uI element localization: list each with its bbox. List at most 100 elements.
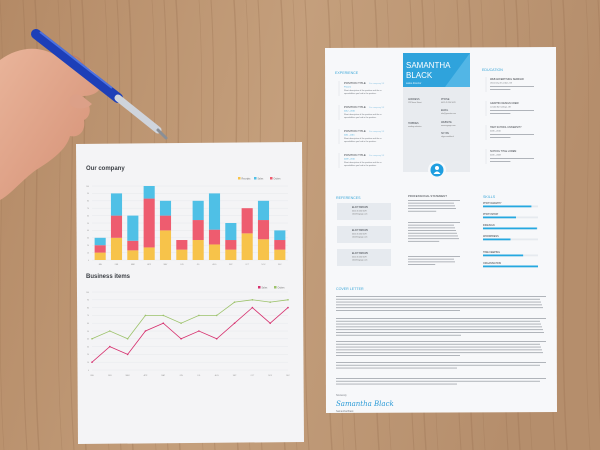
text-line (408, 261, 455, 263)
skill-bar (483, 254, 524, 257)
cover-letter-heading: COVER LETTER (336, 287, 364, 291)
pen-grip (114, 94, 162, 134)
contact-value: reading websites (408, 125, 422, 128)
x-tick-label: OCT (245, 264, 250, 266)
y-tick-label: 0 (88, 260, 89, 262)
legend-swatch (270, 177, 273, 180)
bar-sales (274, 230, 286, 241)
text-line (336, 332, 544, 333)
x-tick-label: APR (144, 374, 148, 377)
text-line (408, 232, 457, 234)
text-line (490, 158, 534, 159)
bar-receipts (127, 250, 139, 260)
contact-label: EMAIL (441, 109, 449, 112)
reference-phone: 0012 45 234 5678 (352, 211, 367, 213)
position-dates: 2011 - 2015 (344, 135, 355, 137)
text-line (336, 334, 461, 336)
text-line (336, 346, 541, 348)
position-title: POSITION TITLE (344, 105, 366, 109)
skill-name: TIME KEEPING (483, 251, 500, 254)
y-tick-label: 70 (87, 315, 89, 317)
bar-receipts (159, 230, 172, 260)
legend-label: Sales (258, 178, 265, 180)
pen-barrel (31, 29, 123, 103)
text-line (490, 113, 511, 114)
y-tick-label: 90 (87, 193, 89, 195)
y-tick-label: 80 (87, 201, 89, 203)
contact-value: www.mypage.com (441, 125, 456, 127)
reference-card (337, 203, 391, 220)
y-tick-label: 20 (87, 245, 89, 247)
point-orders (215, 314, 218, 317)
x-tick-label: NOV (268, 375, 273, 377)
bar-receipts (241, 233, 253, 260)
text-line (336, 307, 543, 309)
point-orders (269, 301, 271, 303)
y-tick-label: 50 (87, 223, 89, 225)
y-tick-label: 10 (87, 252, 89, 254)
y-tick-label: 70 (87, 208, 89, 210)
bar-receipts (257, 239, 270, 260)
skill-bar (483, 265, 538, 268)
contact-panel (403, 86, 470, 172)
legend-swatch (254, 177, 257, 180)
bar-receipts (110, 237, 123, 260)
text-line (408, 230, 456, 231)
point-sales (162, 322, 165, 325)
skill-bar (483, 216, 516, 219)
text-line (408, 256, 460, 257)
point-sales (251, 306, 254, 309)
position-title: POSITION TITLE (344, 153, 366, 157)
cover-letter-text (336, 296, 546, 385)
bar-orders (241, 208, 253, 234)
grain-line (0, 0, 5, 450)
grain-line (69, 0, 75, 450)
text-line (336, 367, 457, 369)
position-description-2: sponsibilities you had in the position. (344, 164, 377, 167)
bar-orders (192, 220, 204, 241)
x-tick-label: MAR (131, 263, 136, 266)
point-sales (126, 353, 129, 356)
text-line (408, 200, 460, 201)
avatar-body (433, 171, 441, 174)
avatar-head (435, 166, 439, 170)
text-line (408, 205, 455, 207)
position-description: Short description of the position and th… (344, 89, 382, 92)
reference-email: eliot@mypage.com (352, 259, 368, 262)
position-title: POSITION TITLE (344, 81, 366, 85)
grain-line (585, 0, 591, 450)
bar-sales (225, 223, 237, 241)
bar-receipts (143, 247, 155, 260)
education-title: SCHOOL TITLE LOREM (490, 150, 516, 153)
text-line (336, 355, 460, 356)
skill-name: INDESIGN (483, 224, 495, 227)
point-orders (109, 330, 111, 332)
bar-sales (192, 200, 204, 221)
bar-receipts (192, 240, 204, 260)
reference-card (337, 249, 391, 266)
skill-bar (483, 205, 532, 208)
position-company: Xxx company XX (369, 83, 385, 85)
y-tick-label: 50 (87, 331, 89, 333)
skills-heading: SKILLS (483, 195, 496, 199)
text-line (336, 383, 457, 385)
bar-receipts (208, 244, 221, 260)
position-description: Short description of the position and th… (344, 113, 382, 116)
text-line (336, 341, 546, 342)
legend-label: Sales (262, 287, 269, 289)
skill-name: WORDPRESS (483, 235, 499, 238)
text-line (336, 301, 541, 303)
position-company: Xxx company XX (369, 131, 385, 133)
point-sales (287, 306, 289, 309)
position-title: POSITION TITLE (344, 129, 366, 133)
position-description-2: sponsibilities you had in the position. (344, 92, 377, 95)
x-tick-label: JAN (90, 374, 94, 377)
bar-sales (159, 200, 172, 216)
finger (69, 94, 92, 109)
text-line (490, 134, 534, 135)
text-line (336, 343, 540, 345)
bar-sales (257, 200, 270, 221)
contact-label: SKYPE (441, 132, 449, 135)
text-line (490, 161, 511, 162)
